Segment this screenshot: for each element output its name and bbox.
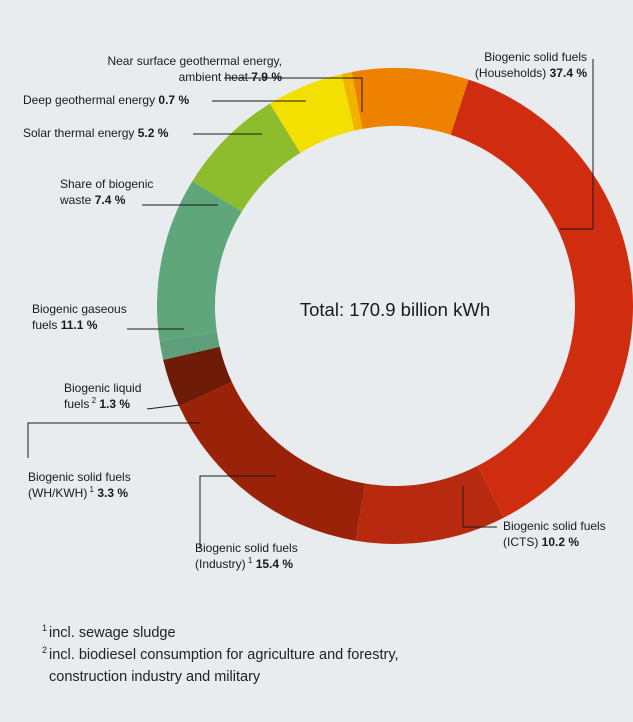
slice-6: [192, 103, 301, 212]
donut-slices: [157, 68, 633, 544]
center-total-label: Total: 170.9 billion kWh: [300, 299, 490, 320]
slice-label-9: Near surface geothermal energy, ambient h…: [107, 54, 282, 84]
slice-2: [179, 381, 366, 541]
leader-line-4: [146, 404, 181, 410]
slice-label-5: Biogenic gaseous fuels 11.1 %: [32, 302, 127, 332]
slice-8: [341, 71, 363, 131]
slice-labels: Biogenic solid fuels (Households) 37.4 % B…: [23, 50, 606, 571]
footnote-1: 1 incl. sewage sludge: [42, 623, 176, 641]
slice-4: [159, 332, 220, 360]
slice-5: [157, 181, 242, 341]
leader-line-3: [27, 422, 200, 458]
slice-9: [351, 68, 469, 135]
slice-label-4: Biogenic liquid fuels 2 1.3 %: [64, 381, 141, 411]
slice-1: [355, 466, 504, 544]
slice-7: [269, 74, 355, 153]
footnote-2: 2 incl. biodiesel consumption for agricul…: [42, 645, 399, 685]
leader-line-9: [224, 77, 363, 112]
slice-3: [163, 346, 232, 407]
slice-label-8: Deep geothermal energy 0.7 %: [23, 93, 189, 107]
leader-line-2: [199, 475, 276, 549]
slice-label-6: Share of biogenic waste 7.4 %: [59, 177, 153, 207]
slice-label-7: Solar thermal energy 5.2 %: [23, 126, 169, 140]
slice-label-2: Biogenic solid fuels (Industry) 1 15.4 %: [195, 541, 298, 571]
footnotes: 1 incl. sewage sludge 2 incl. biodiesel co…: [42, 622, 399, 688]
leader-lines: [27, 59, 594, 549]
leader-line-1: [462, 486, 497, 528]
slice-label-1: Biogenic solid fuels (ICTS) 10.2 %: [503, 519, 606, 549]
slice-label-0: Biogenic solid fuels (Households) 37.4 %: [475, 50, 587, 80]
slice-label-3: Biogenic solid fuels (WH/KWH) 1 3.3 %: [28, 470, 131, 500]
leader-line-0: [560, 59, 594, 230]
slice-0: [450, 79, 633, 518]
